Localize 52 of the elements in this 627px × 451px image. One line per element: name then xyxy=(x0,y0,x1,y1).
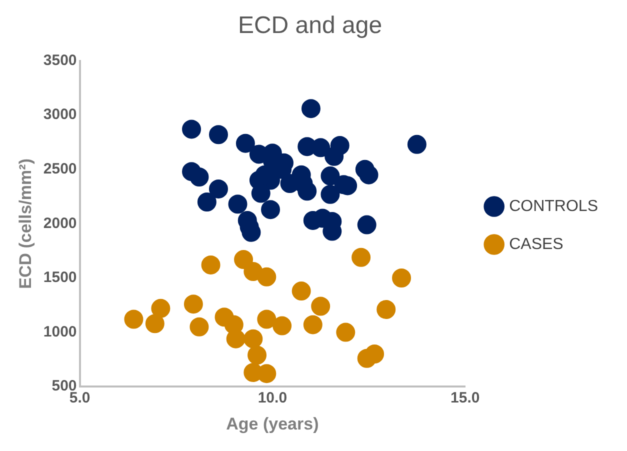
point xyxy=(124,310,144,329)
point xyxy=(320,184,340,204)
point xyxy=(311,296,330,316)
point xyxy=(352,248,371,267)
point xyxy=(184,294,203,314)
point xyxy=(324,146,344,166)
x-axis-title: Age (years) xyxy=(226,414,319,434)
point xyxy=(407,134,426,154)
y-tick-label: 1000 xyxy=(43,323,77,340)
x-tick-label: 10.0 xyxy=(258,390,288,407)
point xyxy=(201,255,220,274)
y-tick-label: 3500 xyxy=(43,52,77,69)
legend-label: CONTROLS xyxy=(509,198,598,215)
point xyxy=(257,267,276,286)
point xyxy=(248,346,267,365)
point xyxy=(190,317,209,336)
point xyxy=(357,348,376,368)
point xyxy=(226,329,246,348)
legend-label: CASES xyxy=(509,236,564,253)
point xyxy=(292,282,311,301)
point xyxy=(392,268,412,288)
point xyxy=(244,329,263,348)
point xyxy=(298,182,317,201)
point xyxy=(197,192,216,212)
point xyxy=(311,138,330,158)
chart-title: ECD and age xyxy=(238,12,382,40)
y-tick-label: 3000 xyxy=(43,106,77,124)
point xyxy=(182,120,202,139)
point xyxy=(208,125,228,144)
point xyxy=(261,200,280,220)
y-tick-label: 2000 xyxy=(43,214,77,232)
point xyxy=(301,99,320,118)
point xyxy=(234,250,254,270)
point xyxy=(303,315,322,334)
point xyxy=(257,310,276,329)
point xyxy=(228,194,248,214)
point xyxy=(257,364,276,384)
point xyxy=(272,316,292,336)
point xyxy=(208,179,228,198)
point xyxy=(357,215,376,234)
point xyxy=(320,166,340,186)
y-tick-label: 2500 xyxy=(43,160,77,178)
y-axis-title: ECD (cells/mm²) xyxy=(16,158,35,289)
point xyxy=(336,322,356,342)
point xyxy=(145,314,164,334)
point xyxy=(190,168,209,186)
point xyxy=(359,165,378,184)
point xyxy=(236,134,255,153)
y-tick-label: 1500 xyxy=(43,269,77,286)
point xyxy=(151,298,170,318)
x-tick-label: 15.0 xyxy=(450,390,480,407)
point xyxy=(376,300,396,319)
